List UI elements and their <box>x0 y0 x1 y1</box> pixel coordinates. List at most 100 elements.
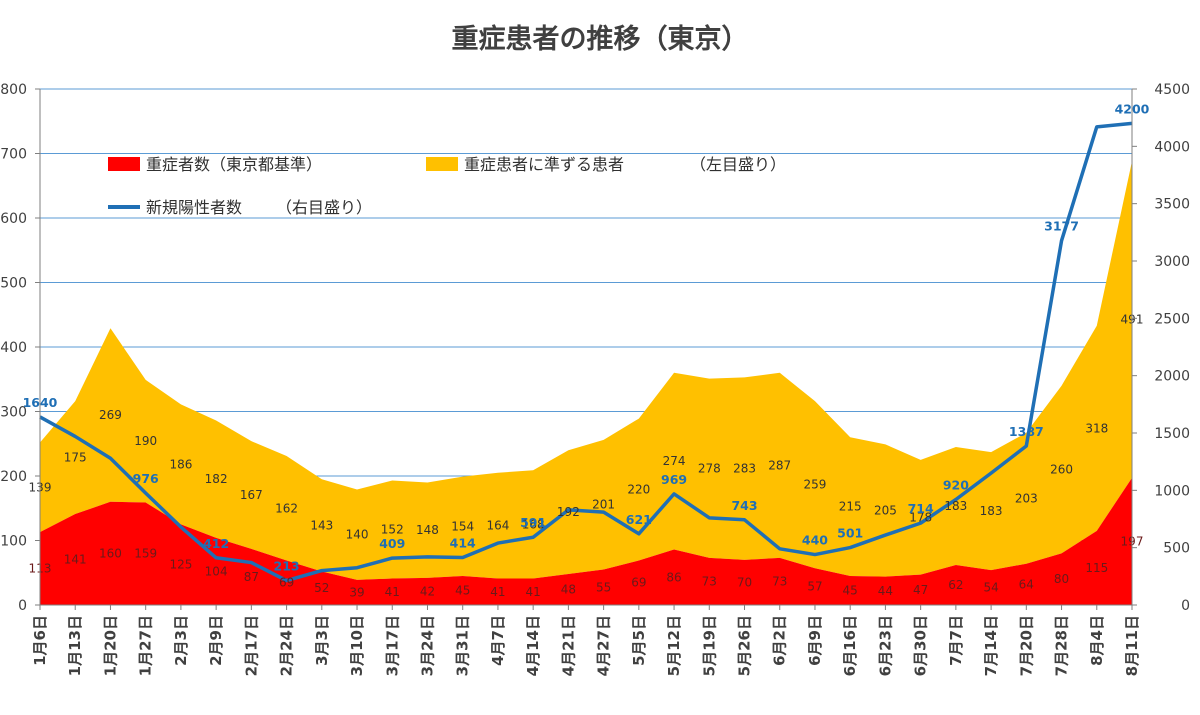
x-tick-label: 8月11日 <box>1123 615 1141 676</box>
x-tick-label: 3月31日 <box>454 615 472 676</box>
quasi-value-label: 148 <box>416 523 439 537</box>
x-tick-label: 2月3日 <box>172 615 190 666</box>
x-tick-label: 3月24日 <box>418 615 436 676</box>
y-left-tick-label: 800 <box>0 82 27 98</box>
quasi-value-label: 260 <box>1050 463 1073 477</box>
x-tick-label: 1月27日 <box>137 615 155 676</box>
new-cases-line <box>39 121 1133 583</box>
y-left-tick-label: 700 <box>0 147 27 163</box>
x-tick-label: 7月14日 <box>982 615 1000 676</box>
quasi-value-label: 154 <box>451 519 474 533</box>
severe-value-label: 45 <box>455 583 470 597</box>
x-tick-label: 6月16日 <box>841 615 859 676</box>
x-tick-label: 6月23日 <box>876 615 894 676</box>
y-right-tick-label: 500 <box>1163 541 1190 557</box>
severe-value-label: 39 <box>349 585 364 599</box>
new-cases-value-label: 714 <box>908 501 934 516</box>
severe-value-label: 42 <box>420 584 435 598</box>
severe-value-label: 70 <box>737 575 752 589</box>
x-tick-label: 6月30日 <box>912 615 930 676</box>
new-cases-value-label: 213 <box>274 559 300 574</box>
legend-label-quasi: 重症患者に準ずる患者 <box>464 155 624 174</box>
x-tick-label: 2月17日 <box>242 615 260 676</box>
x-tick-label: 5月12日 <box>665 615 683 676</box>
new-cases-value-label: 920 <box>943 478 969 493</box>
x-tick-label: 5月26日 <box>736 615 754 676</box>
new-cases-value-label: 412 <box>203 536 229 551</box>
new-cases-value-label: 440 <box>802 533 828 548</box>
x-tick-label: 4月14日 <box>524 615 542 676</box>
x-tick-label: 1月13日 <box>66 615 84 676</box>
new-cases-value-label: 3177 <box>1044 219 1079 234</box>
legend-swatch-severe <box>108 157 140 171</box>
y-right-tick-label: 2000 <box>1154 369 1190 385</box>
x-tick-label: 1月20日 <box>101 615 119 676</box>
x-tick-label: 4月27日 <box>595 615 613 676</box>
quasi-value-label: 201 <box>592 498 615 512</box>
x-tick-label: 2月24日 <box>278 615 296 676</box>
new-cases-value-label: 501 <box>837 526 863 541</box>
severe-value-label: 73 <box>702 574 717 588</box>
y-right-tick-label: 1000 <box>1154 483 1190 499</box>
x-tick-label: 6月9日 <box>806 615 824 666</box>
severe-value-label: 64 <box>1019 577 1034 591</box>
severe-value-label: 45 <box>843 583 858 597</box>
legend-label-new-cases: 新規陽性者数 <box>146 198 242 217</box>
severe-value-label: 52 <box>314 581 329 595</box>
quasi-value-label: 287 <box>768 458 791 472</box>
quasi-value-label: 215 <box>839 500 862 514</box>
x-tick-label: 4月21日 <box>559 615 577 676</box>
severe-value-label: 104 <box>205 564 228 578</box>
severe-value-label: 73 <box>772 574 787 588</box>
y-right-tick-label: 3000 <box>1154 254 1190 270</box>
severe-value-label: 69 <box>631 576 646 590</box>
new-cases-polyline <box>39 121 1133 583</box>
y-right-tick-label: 2500 <box>1154 311 1190 327</box>
x-tick-label: 7月28日 <box>1053 615 1071 676</box>
severe-value-label: 69 <box>279 576 294 590</box>
y-left-tick-label: 0 <box>18 598 27 614</box>
x-tick-label: 3月10日 <box>348 615 366 676</box>
severe-value-label: 41 <box>385 585 400 599</box>
axes: 0 100 200 300 400 500 600 700 800 0 500 1000 1500 200… <box>0 82 1190 676</box>
quasi-value-label: 192 <box>557 505 580 519</box>
severe-value-label: 57 <box>807 580 822 594</box>
y-right-tick-label: 4000 <box>1154 139 1190 155</box>
severe-value-label: 115 <box>1085 561 1108 575</box>
y-right-tick-label: 4500 <box>1154 82 1190 98</box>
quasi-value-label: 186 <box>169 457 192 471</box>
quasi-value-label: 283 <box>733 462 756 476</box>
legend-label-quasi-axis: （左目盛り） <box>690 155 786 174</box>
severe-value-label: 87 <box>244 570 259 584</box>
x-tick-label: 4月7日 <box>489 615 507 666</box>
severe-value-label: 160 <box>99 546 122 560</box>
y-right-tick-label: 1500 <box>1154 426 1190 442</box>
new-cases-value-label: 409 <box>379 536 405 551</box>
severe-value-label: 159 <box>134 547 157 561</box>
y-left-tick-label: 300 <box>0 405 27 421</box>
x-tick-label: 5月19日 <box>700 615 718 676</box>
severe-value-label: 80 <box>1054 572 1069 586</box>
severe-value-label: 41 <box>490 585 505 599</box>
quasi-value-label: 182 <box>205 472 228 486</box>
y-left-tick-label: 200 <box>0 469 27 485</box>
x-tick-label: 6月2日 <box>771 615 789 666</box>
y-right-tick-label: 3500 <box>1154 197 1190 213</box>
x-tick-label: 3月17日 <box>383 615 401 676</box>
quasi-value-label: 175 <box>64 451 87 465</box>
y-left-tick-label: 600 <box>0 211 27 227</box>
x-tick-label: 5月5日 <box>630 615 648 666</box>
quasi-value-label: 278 <box>698 461 721 475</box>
x-tick-label: 1月6日 <box>31 615 49 666</box>
severe-value-label: 55 <box>596 580 611 594</box>
severe-value-label: 54 <box>983 581 998 595</box>
legend-swatch-quasi <box>426 157 458 171</box>
severe-value-label: 48 <box>561 583 576 597</box>
quasi-value-label: 190 <box>134 434 157 448</box>
new-cases-value-label: 591 <box>520 515 546 530</box>
severe-value-label: 62 <box>948 578 963 592</box>
quasi-value-label: 167 <box>240 488 263 502</box>
new-cases-value-label: 743 <box>731 498 757 513</box>
